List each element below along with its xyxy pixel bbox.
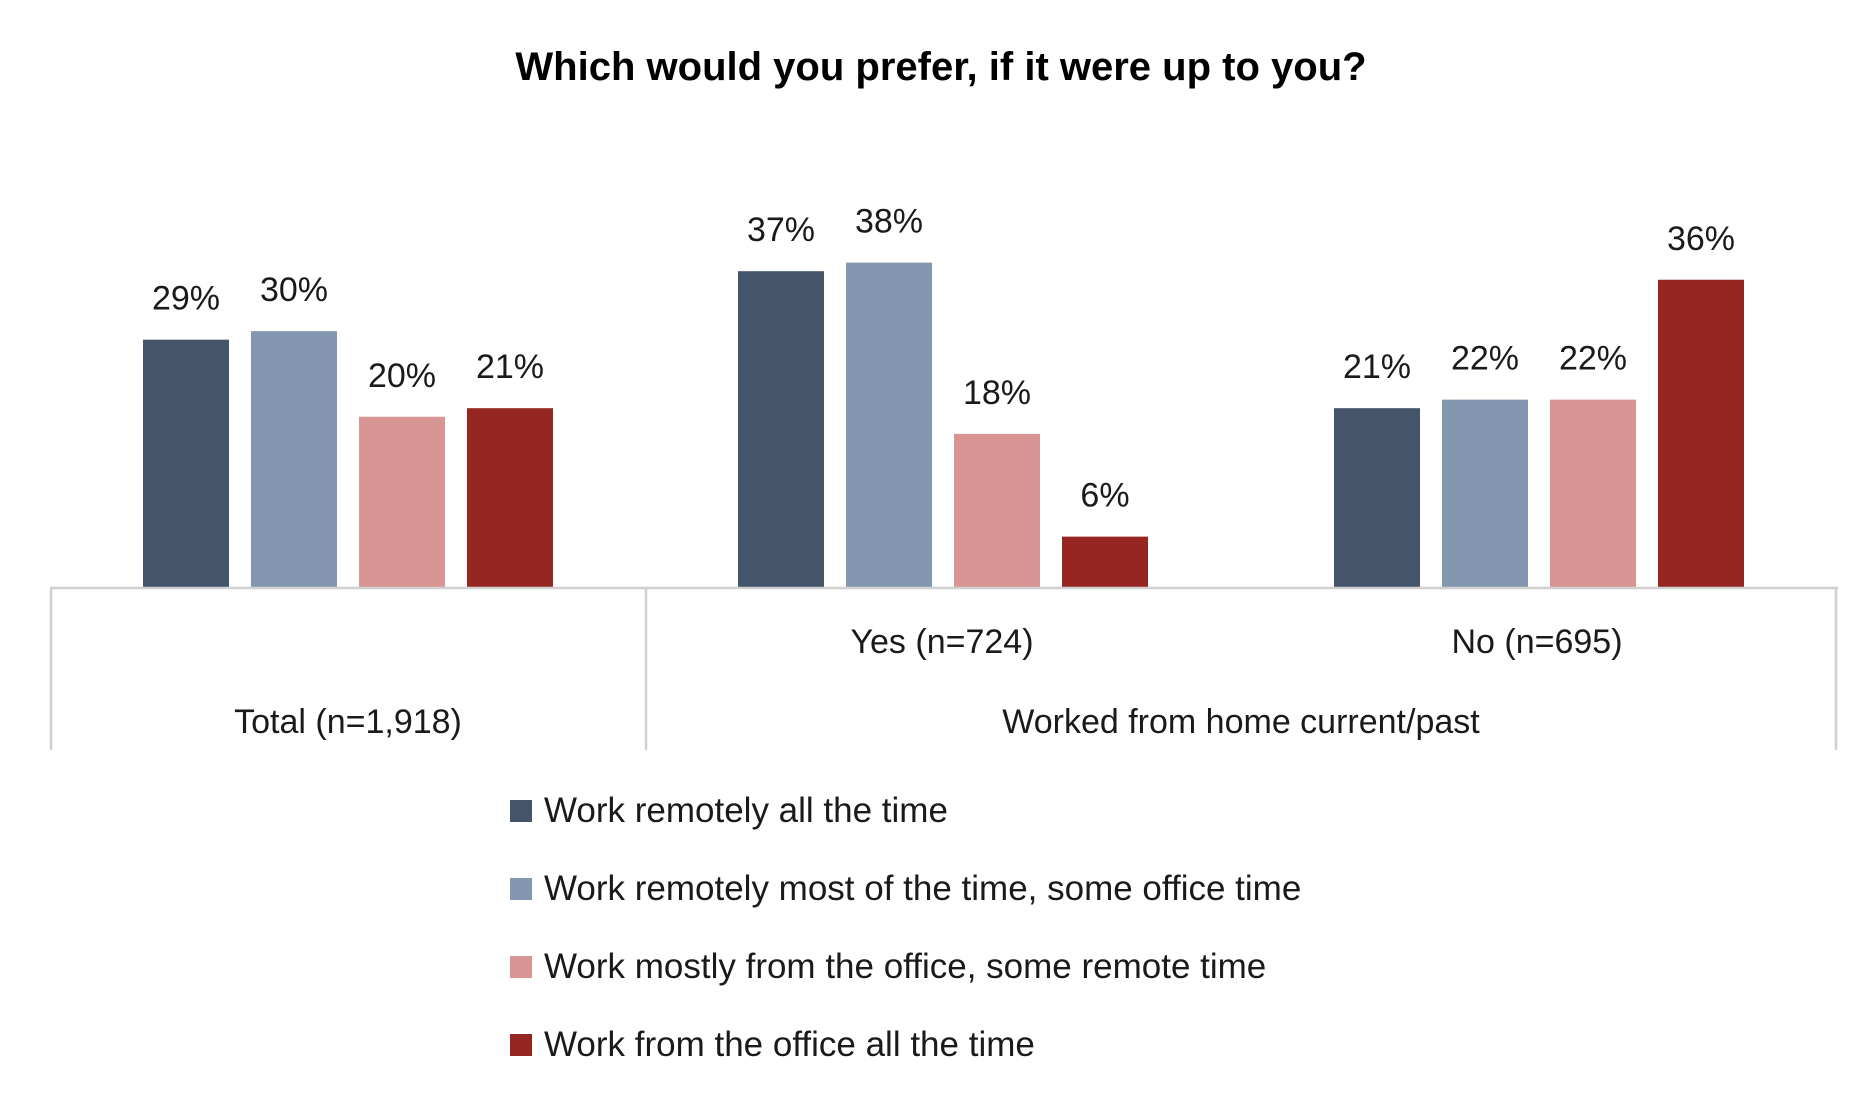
group-label: Worked from home current/past [1002,703,1480,741]
data-label-2-4: 6% [1080,477,1129,515]
bar-1-2 [251,331,337,588]
data-label-1-1: 29% [152,280,220,318]
data-label-2-3: 18% [963,374,1031,412]
legend-swatch-2 [510,878,532,900]
category-label-3: No (n=695) [1451,623,1622,661]
chart-title: Which would you prefer, if it were up to… [515,45,1366,89]
bar-3-4 [1658,279,1744,588]
legend-label-1: Work remotely all the time [544,791,948,830]
legend-label-2: Work remotely most of the time, some off… [544,869,1301,908]
category-label-2: Yes (n=724) [850,623,1033,661]
legend-swatch-3 [510,956,532,978]
legend-swatch-1 [510,800,532,822]
data-label-3-4: 36% [1667,220,1735,258]
data-label-3-2: 22% [1451,340,1519,378]
bar-2-3 [954,433,1040,588]
data-label-3-3: 22% [1559,340,1627,378]
data-label-1-4: 21% [476,348,544,386]
bar-1-1 [143,339,229,588]
category-label-1: Total (n=1,918) [234,703,462,741]
data-label-2-2: 38% [855,203,923,241]
bars-layer [143,262,1744,588]
bar-3-3 [1550,399,1636,588]
bar-3-2 [1442,399,1528,588]
data-labels-layer: 29% 30% 20% 21% 37% 38% 18% 6% 21% 22% 22% 36% [152,203,1735,515]
bar-2-2 [846,262,932,588]
bar-2-1 [738,271,824,588]
data-label-3-1: 21% [1343,348,1411,386]
legend-swatch-4 [510,1034,532,1056]
legend-label-3: Work mostly from the office, some remote… [544,947,1266,986]
legend: Work remotely all the time Work remotely … [510,791,1301,1064]
bar-1-3 [359,416,445,588]
bar-3-1 [1334,408,1420,588]
category-axis: Total (n=1,918) Yes (n=724) No (n=695) Work… [49,586,1838,750]
data-label-1-3: 20% [368,357,436,395]
bar-1-4 [467,408,553,588]
data-label-1-2: 30% [260,271,328,309]
bar-2-4 [1062,536,1148,588]
legend-label-4: Work from the office all the time [544,1025,1035,1064]
data-label-2-1: 37% [747,211,815,249]
